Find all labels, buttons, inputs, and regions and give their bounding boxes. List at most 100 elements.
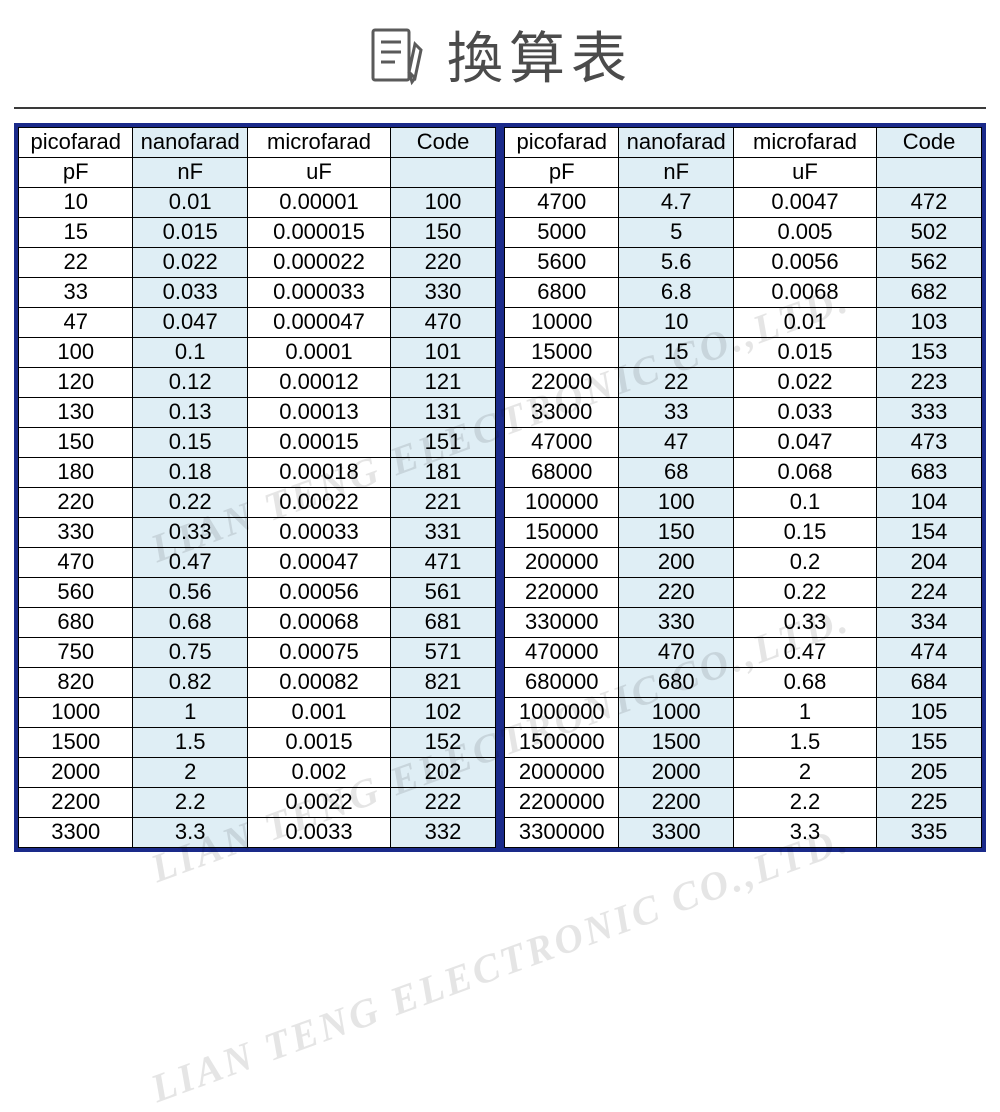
table-row: 1000.10.0001101	[19, 338, 496, 368]
table-cell: 0.18	[133, 458, 247, 488]
table-cell: 222	[391, 788, 496, 818]
table-cell: 0.00018	[247, 458, 390, 488]
table-cell: 680	[619, 668, 733, 698]
table-cell: 121	[391, 368, 496, 398]
table-cell: 560	[19, 578, 133, 608]
col-unit-pf: pF	[19, 158, 133, 188]
col-unit-uf: uF	[247, 158, 390, 188]
col-header-code: Code	[391, 128, 496, 158]
table-row: 1200.120.00012121	[19, 368, 496, 398]
table-cell: 10	[19, 188, 133, 218]
table-cell: 0.33	[733, 608, 876, 638]
table-row: 100.010.00001100	[19, 188, 496, 218]
table-row: 100010.001102	[19, 698, 496, 728]
table-cell: 202	[391, 758, 496, 788]
title-underline	[14, 107, 986, 109]
table-row: 330.0330.000033330	[19, 278, 496, 308]
table-cell: 0.00022	[247, 488, 390, 518]
table-cell: 0.00056	[247, 578, 390, 608]
table-cell: 180	[19, 458, 133, 488]
table-row: 22002.20.0022222	[19, 788, 496, 818]
table-row: 47000470.047473	[505, 428, 982, 458]
table-cell: 0.15	[133, 428, 247, 458]
table-cell: 0.0022	[247, 788, 390, 818]
table-cell: 0.00075	[247, 638, 390, 668]
table-cell: 5.6	[619, 248, 733, 278]
col-unit-code	[877, 158, 982, 188]
table-cell: 0.00015	[247, 428, 390, 458]
document-pencil-icon	[367, 24, 429, 86]
table-cell: 205	[877, 758, 982, 788]
page-title: 換算表	[447, 14, 633, 95]
table-cell: 682	[877, 278, 982, 308]
table-cell: 680000	[505, 668, 619, 698]
table-cell: 1500	[19, 728, 133, 758]
header-row-2: pF nF uF	[505, 158, 982, 188]
table-cell: 33	[619, 398, 733, 428]
table-cell: 3300	[619, 818, 733, 848]
table-cell: 1	[733, 698, 876, 728]
table-cell: 22000	[505, 368, 619, 398]
col-unit-uf: uF	[733, 158, 876, 188]
table-cell: 4700	[505, 188, 619, 218]
table-cell: 3300	[19, 818, 133, 848]
table-cell: 1	[133, 698, 247, 728]
table-cell: 0.022	[133, 248, 247, 278]
table-cell: 223	[877, 368, 982, 398]
table-cell: 0.01	[133, 188, 247, 218]
table-cell: 104	[877, 488, 982, 518]
table-cell: 0.15	[733, 518, 876, 548]
table-cell: 47000	[505, 428, 619, 458]
col-unit-pf: pF	[505, 158, 619, 188]
table-cell: 2200000	[505, 788, 619, 818]
table-cell: 0.0001	[247, 338, 390, 368]
table-row: 15000150.015153	[505, 338, 982, 368]
table-row: 4700004700.47474	[505, 638, 982, 668]
table-cell: 0.56	[133, 578, 247, 608]
table-cell: 0.1	[133, 338, 247, 368]
table-cell: 155	[877, 728, 982, 758]
table-cell: 471	[391, 548, 496, 578]
table-cell: 0.002	[247, 758, 390, 788]
table-cell: 153	[877, 338, 982, 368]
table-cell: 0.1	[733, 488, 876, 518]
table-row: 1800.180.00018181	[19, 458, 496, 488]
table-cell: 47	[619, 428, 733, 458]
table-cell: 220000	[505, 578, 619, 608]
table-cell: 0.33	[133, 518, 247, 548]
table-cell: 33	[19, 278, 133, 308]
table-row: 1300.130.00013131	[19, 398, 496, 428]
table-cell: 2000	[619, 758, 733, 788]
table-cell: 470	[619, 638, 733, 668]
table-cell: 10000	[505, 308, 619, 338]
table-row: 33000330.033333	[505, 398, 982, 428]
table-cell: 0.047	[733, 428, 876, 458]
table-cell: 224	[877, 578, 982, 608]
col-unit-code	[391, 158, 496, 188]
table-cell: 0.033	[133, 278, 247, 308]
table-cell: 3.3	[133, 818, 247, 848]
table-cell: 473	[877, 428, 982, 458]
table-cell: 150	[619, 518, 733, 548]
table-cell: 0.47	[733, 638, 876, 668]
table-cell: 102	[391, 698, 496, 728]
table-cell: 1.5	[733, 728, 876, 758]
table-cell: 130	[19, 398, 133, 428]
table-row: 2200002200.22224	[505, 578, 982, 608]
table-cell: 0.00001	[247, 188, 390, 218]
table-cell: 0.00033	[247, 518, 390, 548]
table-cell: 2	[733, 758, 876, 788]
table-cell: 330	[391, 278, 496, 308]
table-cell: 6.8	[619, 278, 733, 308]
table-cell: 5	[619, 218, 733, 248]
table-row: 15001.50.0015152	[19, 728, 496, 758]
table-cell: 100	[619, 488, 733, 518]
table-cell: 684	[877, 668, 982, 698]
table-cell: 0.82	[133, 668, 247, 698]
table-row: 220000022002.2225	[505, 788, 982, 818]
table-row: 7500.750.00075571	[19, 638, 496, 668]
table-cell: 152	[391, 728, 496, 758]
col-header-pf: picofarad	[505, 128, 619, 158]
table-cell: 220	[19, 488, 133, 518]
table-cell: 154	[877, 518, 982, 548]
